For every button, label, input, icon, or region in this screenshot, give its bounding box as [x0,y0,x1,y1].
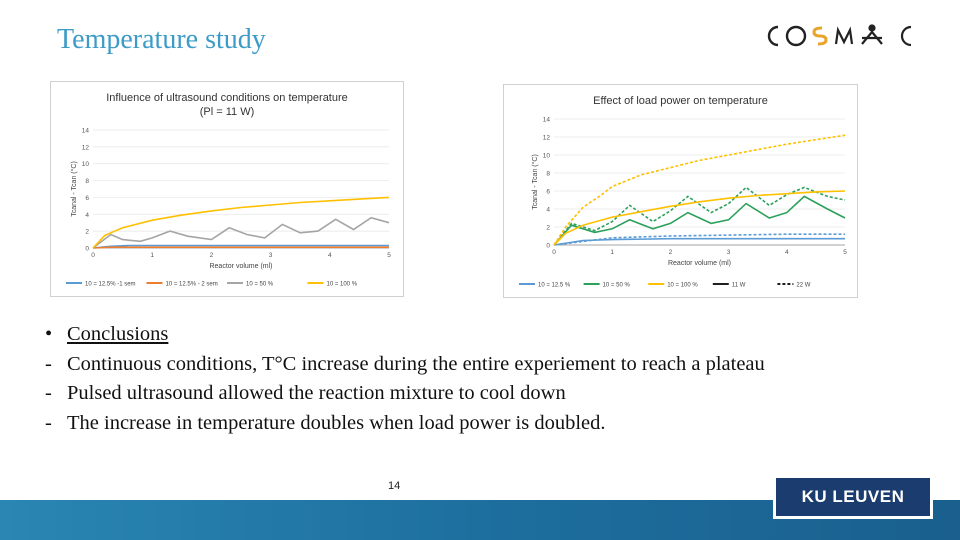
x-tick-label: 0 [552,249,556,256]
page-number: 14 [388,480,401,492]
y-axis-label: Tcanal - Tcan (°C) [531,154,539,210]
x-tick-label: 2 [210,252,214,259]
bullet-text: The increase in temperature doubles when… [67,411,606,434]
y-tick-label: 12 [82,144,90,151]
series-line [553,190,846,246]
series-line [92,196,390,249]
slide-title: Temperature study [57,24,266,55]
y-axis-label: Tcanal - Tcan (°C) [70,161,78,217]
legend-label: 11 W [732,283,746,289]
legend-label: 10 = 12.5 % [538,283,571,289]
bullet-marker: - [45,382,52,404]
bullet-marker: - [45,411,52,434]
bullet-text: Pulsed ultrasound allowed the reaction m… [67,382,566,404]
bullet-row: - Continuous conditions, T°C increase dur… [45,350,765,380]
series-line [553,237,845,246]
bullet-row: - Pulsed ultrasound allowed the reaction … [45,379,765,409]
chart-load-power-svg: Effect of load power on temperature 0 2 4 6 8… [519,95,847,289]
y-tick-label: 10 [543,153,551,160]
series-line [553,134,846,246]
chart-load-power: Effect of load power on temperature 0 2 4 6 8… [503,84,858,298]
x-axis-label: Reactor volume (ml) [668,260,731,267]
legend-label: 10 = 50 % [603,283,631,289]
y-tick-label: 10 [82,161,90,168]
x-tick-label: 3 [269,252,273,259]
series-line [553,186,846,246]
chart-title: Effect of load power on temperature [593,95,768,107]
y-tick-label: 2 [85,229,89,236]
series-line [92,216,390,249]
y-tick-label: 6 [85,195,89,202]
legend-label: 10 = 50 % [246,282,274,288]
y-tick-label: 4 [546,207,550,214]
y-tick-label: 0 [546,243,550,250]
x-tick-label: 4 [328,252,332,259]
y-tick-label: 8 [546,171,550,178]
legend-label: 10 = 100 % [327,282,358,288]
legend-label: 10 = 12.5% - 2 sem [166,282,218,288]
legend-label: 10 = 100 % [667,283,698,289]
x-tick-label: 3 [727,249,731,256]
series-line [92,244,389,249]
x-tick-label: 4 [785,249,789,256]
series-line [553,233,845,246]
bullet-text: Conclusions [67,323,169,345]
series-line [553,195,846,246]
y-tick-label: 4 [85,212,89,219]
y-tick-label: 14 [82,128,90,135]
bullet-row: - The increase in temperature doubles whe… [45,409,765,439]
x-tick-label: 1 [610,249,614,256]
y-tick-label: 0 [85,246,89,253]
y-tick-label: 2 [546,225,550,232]
bullet-marker: - [45,352,52,375]
x-tick-label: 1 [150,252,154,259]
conclusions-list: • Conclusions - Continuous conditions, T°C… [45,320,765,438]
x-tick-label: 5 [843,249,847,256]
x-tick-label: 2 [669,249,673,256]
y-tick-label: 6 [546,189,550,196]
chart-title: Influence of ultrasound conditions on te… [106,92,348,104]
ku-leuven-logo: KU LEUVEN [773,475,933,519]
y-tick-label: 8 [85,178,89,185]
chart-ultrasound-conditions: Influence of ultrasound conditions on te… [50,81,404,297]
bullet-row: • Conclusions [45,320,765,350]
cosmic-logo [767,24,912,47]
y-tick-label: 14 [543,117,551,124]
x-tick-label: 0 [91,252,95,259]
bullet-marker: • [45,323,53,345]
x-axis-label: Reactor volume (ml) [209,263,272,270]
legend-label: 10 = 12.5% -1 sem [85,282,136,288]
x-tick-label: 5 [387,252,391,259]
bullet-text: Continuous conditions, T°C increase duri… [67,352,765,375]
legend-label: 22 W [796,283,810,289]
chart-subtitle: (Pl = 11 W) [200,106,255,118]
series-line [92,246,389,249]
y-tick-label: 12 [543,135,551,142]
chart-ultrasound-svg: Influence of ultrasound conditions on te… [66,92,391,288]
